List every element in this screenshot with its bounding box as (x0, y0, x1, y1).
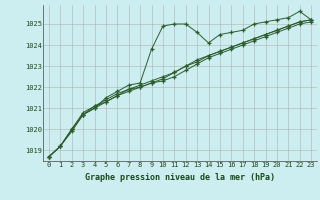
X-axis label: Graphe pression niveau de la mer (hPa): Graphe pression niveau de la mer (hPa) (85, 173, 275, 182)
